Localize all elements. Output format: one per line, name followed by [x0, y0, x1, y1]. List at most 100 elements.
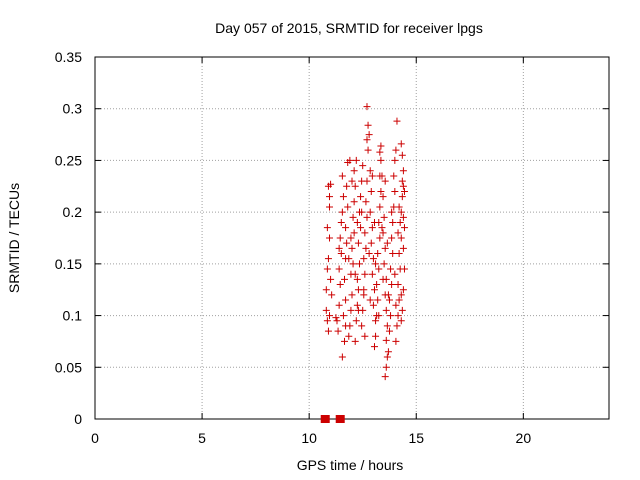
- data-point: [393, 117, 401, 125]
- data-point: [368, 172, 376, 180]
- data-point: [353, 218, 361, 226]
- baseline-marker: [335, 415, 345, 423]
- data-point: [349, 213, 357, 221]
- data-point: [355, 260, 363, 268]
- x-tick-label: 20: [516, 430, 532, 446]
- y-tick-label: 0.05: [55, 359, 82, 375]
- data-point: [377, 142, 385, 150]
- data-point: [328, 291, 336, 299]
- data-point: [389, 250, 397, 258]
- data-point: [399, 167, 407, 175]
- data-point: [384, 291, 392, 299]
- data-point: [387, 265, 395, 273]
- data-point: [378, 172, 386, 180]
- data-point: [399, 213, 407, 221]
- data-point: [368, 224, 376, 232]
- data-point: [370, 218, 378, 226]
- data-point: [323, 265, 331, 273]
- data-point: [341, 337, 349, 345]
- data-point: [383, 322, 391, 330]
- data-point: [392, 301, 400, 309]
- data-point: [381, 373, 389, 381]
- data-point: [385, 327, 393, 335]
- data-point: [366, 208, 374, 216]
- data-point: [326, 312, 334, 320]
- data-point: [382, 306, 390, 314]
- data-point: [370, 343, 378, 351]
- data-point: [394, 281, 402, 289]
- data-point: [357, 193, 365, 201]
- data-point: [350, 229, 358, 237]
- data-point: [373, 281, 381, 289]
- data-point: [341, 275, 349, 283]
- data-point: [327, 180, 335, 188]
- data-point: [381, 177, 389, 185]
- data-point: [342, 296, 350, 304]
- data-point: [362, 198, 370, 206]
- data-point: [322, 286, 330, 294]
- data-point: [374, 250, 382, 258]
- data-point: [396, 218, 404, 226]
- data-point: [379, 275, 387, 283]
- data-point: [326, 193, 334, 201]
- data-point: [368, 270, 376, 278]
- data-point: [326, 234, 334, 242]
- data-point: [367, 187, 375, 195]
- data-point: [360, 255, 368, 263]
- data-point: [324, 255, 332, 263]
- data-point: [349, 260, 357, 268]
- data-point: [352, 317, 360, 325]
- data-point: [326, 203, 334, 211]
- data-point: [363, 177, 371, 185]
- data-point: [337, 218, 345, 226]
- data-point: [387, 312, 395, 320]
- data-point: [400, 224, 408, 232]
- data-point: [391, 156, 399, 164]
- data-point: [338, 208, 346, 216]
- data-point: [388, 234, 396, 242]
- data-point: [348, 177, 356, 185]
- x-tick-label: 15: [408, 430, 424, 446]
- data-point: [397, 208, 405, 216]
- chart-title: Day 057 of 2015, SRMTID for receiver lpg…: [215, 20, 483, 36]
- data-point: [375, 265, 383, 273]
- data-point: [399, 286, 407, 294]
- y-tick-labels: 0 0.05 0.1 0.15 0.2 0.25 0.3 0.35: [55, 49, 82, 427]
- data-point: [398, 306, 406, 314]
- data-point: [342, 322, 350, 330]
- data-point: [354, 239, 362, 247]
- data-point: [347, 306, 355, 314]
- data-point: [338, 172, 346, 180]
- data-point: [380, 213, 388, 221]
- data-point: [336, 281, 344, 289]
- data-point: [397, 317, 405, 325]
- data-point: [369, 301, 377, 309]
- data-point: [353, 275, 361, 283]
- data-point: [384, 348, 392, 356]
- data-point: [323, 224, 331, 232]
- plot-frame: [94, 56, 610, 420]
- data-point: [357, 224, 365, 232]
- data-point: [353, 301, 361, 309]
- data-point: [361, 332, 369, 340]
- y-tick-label: 0.15: [55, 256, 82, 272]
- data-point: [372, 332, 380, 340]
- data-point: [342, 224, 350, 232]
- data-point: [388, 208, 396, 216]
- data-point: [394, 312, 402, 320]
- data-point: [335, 265, 343, 273]
- data-point: [379, 193, 387, 201]
- data-point: [327, 275, 335, 283]
- data-point: [332, 314, 340, 322]
- data-point: [351, 270, 359, 278]
- grid-lines: [94, 56, 609, 420]
- data-point: [334, 327, 342, 335]
- data-point: [365, 250, 373, 258]
- data-point: [388, 281, 396, 289]
- y-tick-label: 0.35: [55, 49, 82, 65]
- data-points: [322, 103, 408, 381]
- x-axis-label: GPS time / hours: [297, 457, 404, 473]
- x-tick-label: 5: [198, 430, 206, 446]
- y-axis-label: SRMTID / TECUs: [6, 183, 22, 293]
